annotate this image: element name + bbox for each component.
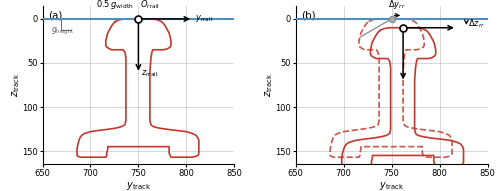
Text: $\Delta z_{rr}$: $\Delta z_{rr}$ <box>468 17 485 30</box>
Text: (a): (a) <box>48 11 62 20</box>
Text: (b): (b) <box>302 11 316 20</box>
Text: $\Delta y_{rr}$: $\Delta y_{rr}$ <box>388 0 406 11</box>
X-axis label: $y_\mathrm{track}$: $y_\mathrm{track}$ <box>126 180 151 191</box>
Text: $O_\mathrm{rrail}$: $O_\mathrm{rrail}$ <box>140 0 160 11</box>
Text: $0.5\,g_\mathrm{width}$: $0.5\,g_\mathrm{width}$ <box>96 0 133 11</box>
Y-axis label: $z_\mathrm{track}$: $z_\mathrm{track}$ <box>264 73 275 97</box>
X-axis label: $y_\mathrm{track}$: $y_\mathrm{track}$ <box>379 180 404 191</box>
Text: $z_\mathrm{rrail}$: $z_\mathrm{rrail}$ <box>142 68 159 79</box>
Text: $y_\mathrm{rrail}$: $y_\mathrm{rrail}$ <box>195 13 214 23</box>
Text: $g_\mathrm{height}$: $g_\mathrm{height}$ <box>51 26 75 37</box>
Y-axis label: $z_\mathrm{track}$: $z_\mathrm{track}$ <box>10 73 22 97</box>
